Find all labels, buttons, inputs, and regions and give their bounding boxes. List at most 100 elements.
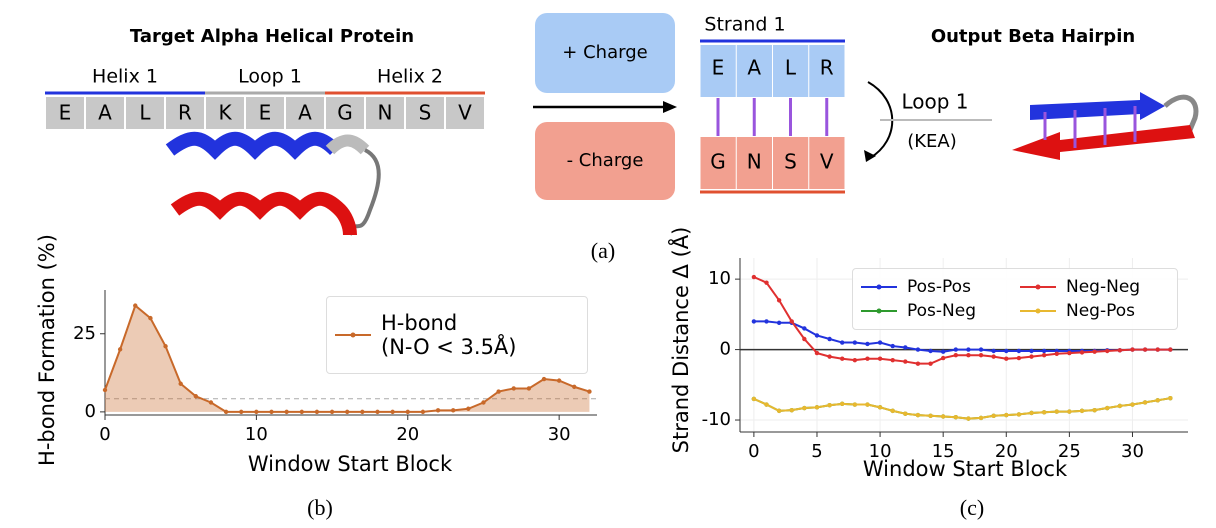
loop-label: Loop 1: [901, 90, 968, 114]
marker: [1155, 347, 1160, 352]
marker: [526, 386, 532, 391]
marker: [852, 340, 858, 345]
marker: [966, 416, 971, 421]
chart: 0 25 0 10 20 30 Window Start Block H-bond Forma…: [35, 234, 597, 476]
marker: [840, 401, 845, 407]
residue-box: [809, 137, 845, 189]
marker: [117, 347, 123, 352]
marker: [764, 402, 769, 407]
marker: [1016, 348, 1022, 354]
marker: [940, 414, 946, 419]
marker: [1004, 412, 1009, 418]
marker: [572, 384, 577, 390]
marker: [208, 400, 214, 405]
legend-swatch: [1020, 308, 1056, 314]
marker: [890, 357, 895, 363]
marker: [390, 409, 395, 415]
marker: [903, 359, 908, 364]
marker: [511, 386, 516, 391]
marker: [991, 354, 996, 359]
marker: [178, 381, 183, 386]
x-tick-label: 25: [1058, 441, 1081, 462]
marker: [953, 353, 958, 358]
left-title: Target Alpha Helical Protein: [130, 26, 414, 47]
marker: [1117, 348, 1123, 353]
legend-text: Pos-Neg: [907, 301, 977, 321]
marker: [133, 303, 138, 308]
marker: [1016, 355, 1022, 361]
residue-box: [286, 97, 324, 129]
marker: [466, 406, 471, 411]
marker: [776, 320, 782, 326]
residue-box: [326, 97, 364, 129]
residue: S: [419, 101, 432, 125]
legend: Pos-Pos Neg-Neg Pos-Neg Neg-Pos: [852, 268, 1178, 330]
residue-box: [126, 97, 164, 129]
legend-swatch: [335, 332, 371, 338]
strand-label: Strand 1: [704, 14, 785, 36]
y-axis-label: Strand Distance Δ (Å): [667, 227, 693, 454]
loop-sequence: (KEA): [907, 131, 957, 152]
y-tick-label: 25: [73, 323, 96, 344]
residue: R: [178, 101, 192, 125]
marker: [299, 409, 304, 415]
strand: E A L R G N S V: [700, 45, 845, 189]
loop-arrow-head: [864, 150, 876, 162]
y-tick-label: 10: [708, 268, 731, 289]
legend-swatch: [861, 284, 897, 290]
marker: [1079, 350, 1085, 355]
marker: [789, 319, 794, 324]
area: [105, 305, 590, 412]
marker: [764, 280, 769, 285]
legend-marker: [1035, 308, 1041, 314]
legend-item: Pos-Neg: [859, 301, 1018, 321]
marker: [254, 409, 259, 415]
legend: H-bond (N-O < 3.5Å): [326, 296, 588, 374]
x-tick-label: 0: [99, 424, 110, 445]
marker: [1041, 353, 1047, 358]
marker: [966, 353, 971, 358]
residue: L: [785, 56, 797, 80]
residue-box: [406, 97, 444, 129]
marker: [1029, 410, 1034, 416]
marker: [1004, 356, 1009, 361]
residue-box: [736, 45, 772, 97]
positive-box: [535, 13, 675, 93]
negative-label: - Charge: [567, 150, 644, 171]
marker: [802, 405, 807, 411]
residue: N: [747, 150, 762, 174]
residue-box: [700, 137, 736, 189]
marker: [1041, 348, 1047, 354]
x-tick-label: 10: [245, 424, 268, 445]
marker: [405, 409, 410, 415]
marker: [928, 361, 933, 366]
marker: [1155, 398, 1160, 403]
legend-text: Pos-Pos: [907, 277, 971, 297]
marker: [865, 402, 870, 407]
residue-box: [166, 97, 204, 129]
x-tick-label: 5: [811, 441, 822, 462]
marker: [890, 408, 895, 414]
marker: [1054, 351, 1059, 357]
segment-label: Loop 1: [238, 66, 302, 88]
marker: [827, 354, 832, 359]
marker: [877, 340, 883, 345]
marker: [1142, 400, 1148, 405]
marker: [764, 319, 769, 324]
legend-item: H-bond (N-O < 3.5Å): [333, 311, 587, 359]
marker: [991, 348, 996, 354]
marker: [1067, 350, 1072, 356]
x-axis-label: Window Start Block: [863, 457, 1068, 481]
panel-label: (a): [591, 238, 615, 263]
marker: [966, 347, 971, 352]
marker: [496, 389, 501, 394]
residue-box: [736, 137, 772, 189]
residue-box: [46, 97, 84, 129]
marker: [991, 413, 996, 418]
x-tick-label: 30: [548, 424, 571, 445]
y-tick-label: 0: [720, 339, 731, 360]
marker: [1029, 354, 1034, 359]
marker: [852, 402, 858, 407]
